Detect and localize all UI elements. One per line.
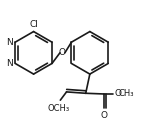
Text: O: O bbox=[59, 48, 66, 57]
Text: Cl: Cl bbox=[29, 20, 38, 29]
Text: CH₃: CH₃ bbox=[119, 89, 134, 98]
Text: N: N bbox=[7, 59, 13, 68]
Text: OCH₃: OCH₃ bbox=[47, 104, 69, 113]
Text: N: N bbox=[7, 38, 13, 47]
Text: O: O bbox=[100, 111, 107, 120]
Text: O: O bbox=[114, 89, 122, 98]
